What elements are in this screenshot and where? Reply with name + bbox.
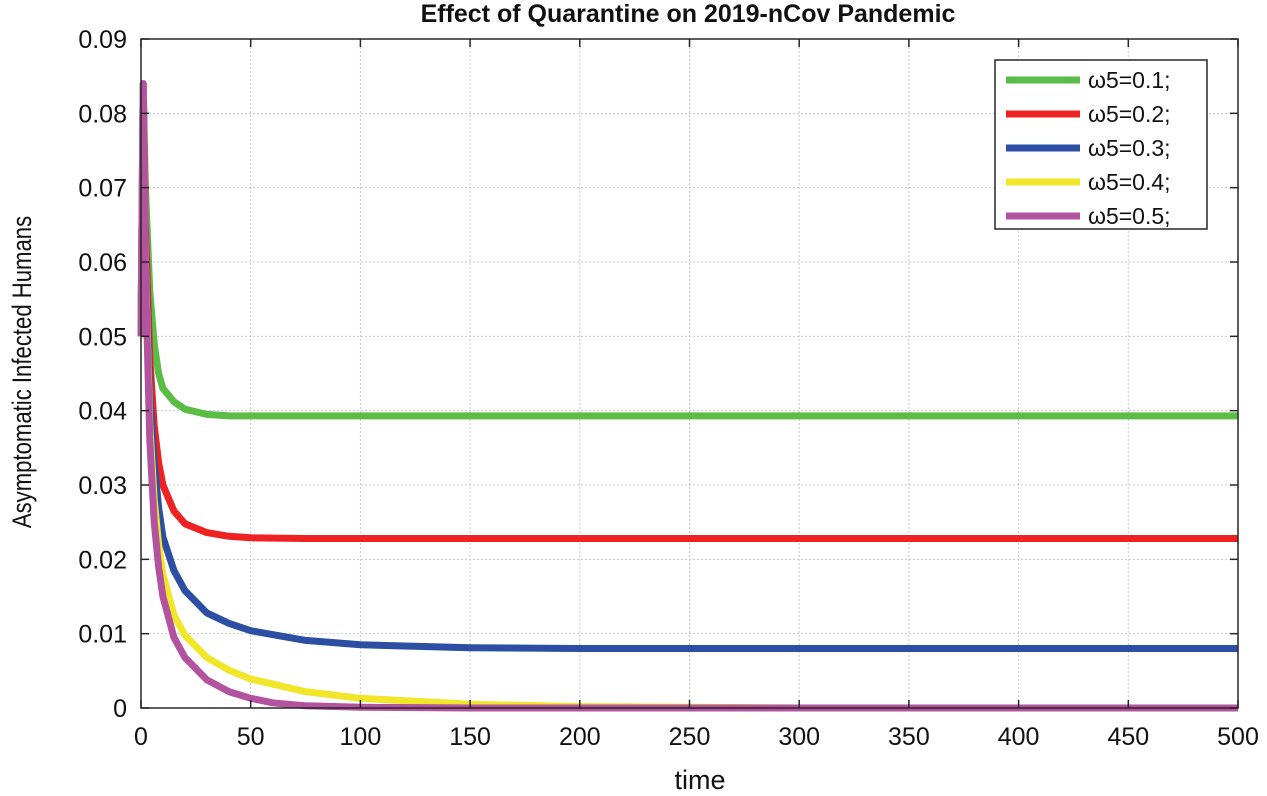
grid bbox=[141, 39, 1238, 708]
x-axis-label: time bbox=[674, 765, 725, 795]
legend-label-2: ω5=0.2; bbox=[1088, 101, 1171, 127]
plot-series bbox=[137, 80, 1238, 712]
y-axis-label: Asymptomatic Infected Humans bbox=[8, 216, 38, 528]
y-tick-label: 0.08 bbox=[78, 100, 127, 128]
x-tick-label: 250 bbox=[669, 723, 711, 751]
x-tick-label: 500 bbox=[1217, 723, 1259, 751]
y-tick-label: 0.01 bbox=[78, 621, 127, 649]
x-tick-label: 450 bbox=[1107, 723, 1149, 751]
y-tick-label: 0.07 bbox=[78, 175, 127, 203]
legend-label-1: ω5=0.1; bbox=[1088, 67, 1171, 93]
x-axis-ticks: 0 50 100 150 200 250 300 350 400 450 500 bbox=[134, 39, 1259, 751]
x-tick-label: 0 bbox=[134, 723, 148, 751]
x-tick-label: 150 bbox=[449, 723, 491, 751]
x-tick-label: 100 bbox=[340, 723, 382, 751]
y-axis-ticks: 0 0.01 0.02 0.03 0.04 0.05 0.06 0.07 0.08 0.09 bbox=[78, 26, 1238, 723]
x-tick-label: 50 bbox=[237, 723, 265, 751]
x-tick-label: 200 bbox=[559, 723, 601, 751]
legend-label-4: ω5=0.4; bbox=[1088, 169, 1171, 195]
y-tick-label: 0.04 bbox=[78, 398, 127, 426]
x-tick-label: 400 bbox=[998, 723, 1040, 751]
y-tick-label: 0.02 bbox=[78, 546, 127, 574]
y-tick-label: 0.03 bbox=[78, 472, 127, 500]
y-tick-label: 0.09 bbox=[78, 26, 127, 54]
legend-label-5: ω5=0.5; bbox=[1088, 203, 1171, 229]
x-tick-label: 300 bbox=[778, 723, 820, 751]
y-tick-label: 0 bbox=[113, 695, 127, 723]
legend: ω5=0.1; ω5=0.2; ω5=0.3; ω5=0.4; ω5=0.5; bbox=[994, 59, 1208, 230]
x-tick-label: 350 bbox=[888, 723, 930, 751]
legend-label-3: ω5=0.3; bbox=[1088, 135, 1171, 161]
y-tick-label: 0.06 bbox=[78, 249, 127, 277]
chart-title: Effect of Quarantine on 2019-nCov Pandem… bbox=[421, 0, 956, 28]
y-tick-label: 0.05 bbox=[78, 323, 127, 351]
